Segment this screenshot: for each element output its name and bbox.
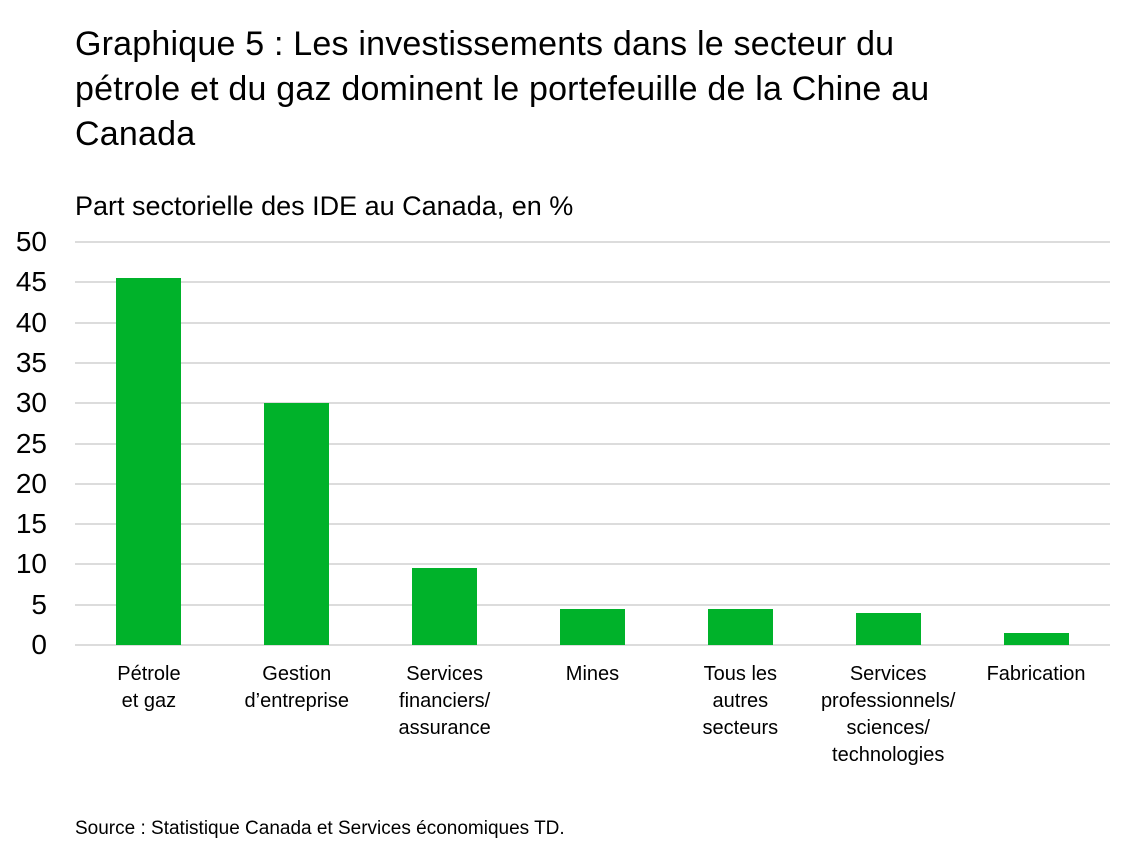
x-axis-tick-label: Tous les autres secteurs: [702, 663, 779, 739]
x-axis-tick-label: Mines: [565, 663, 620, 685]
y-axis-tick-label: 0: [31, 629, 47, 660]
bar: [412, 568, 478, 645]
y-axis-tick-label: 35: [15, 346, 47, 378]
x-axis-tick-label: Services professionnels/ sciences/ techn…: [820, 663, 956, 766]
x-axis-tick-label: Services financiers/ assurance: [398, 663, 491, 739]
gridline: [75, 361, 1110, 364]
x-axis: Pétrole et gaz Gestion d’entreprise Servic…: [75, 661, 1110, 796]
bar: [855, 612, 921, 645]
x-axis-tick-label: Fabrication: [986, 663, 1086, 685]
gridline: [75, 482, 1110, 485]
y-axis-tick-label: 10: [15, 548, 47, 580]
gridline: [75, 563, 1110, 566]
chart-subtitle: Part sectorielle des IDE au Canada, en %: [75, 191, 574, 221]
y-axis-tick-label: 30: [15, 387, 47, 419]
gridline: [75, 523, 1110, 526]
x-axis-tick-label: Gestion d’entreprise: [244, 663, 350, 712]
plot-area: [75, 241, 1110, 646]
gridline: [75, 603, 1110, 606]
bar: [116, 278, 182, 645]
bar: [707, 608, 773, 645]
bar: [560, 608, 625, 645]
y-axis-tick-label: 25: [15, 427, 47, 459]
gridline: [75, 402, 1110, 405]
x-axis-tick-label: Pétrole et gaz: [117, 663, 181, 712]
y-axis-tick-label: 40: [15, 306, 47, 338]
gridline: [75, 321, 1110, 324]
y-axis-tick-label: 20: [15, 467, 47, 499]
y-axis: 0 5 10 15 20 25 30 35 40 45 50: [0, 227, 47, 660]
gridline: [75, 241, 1110, 243]
y-axis-tick-label: 50: [15, 226, 47, 257]
chart-title: Graphique 5 : Les investissements dans l…: [75, 25, 930, 153]
gridline: [75, 442, 1110, 445]
source-note: Source : Statistique Canada et Services …: [75, 818, 565, 839]
y-axis-tick-label: 5: [31, 588, 47, 620]
bar: [1003, 632, 1069, 645]
gridline: [75, 644, 1110, 646]
gridline: [75, 281, 1110, 284]
y-axis-tick-label: 15: [15, 508, 47, 540]
y-axis-tick-label: 45: [15, 266, 47, 298]
bar: [264, 403, 330, 645]
